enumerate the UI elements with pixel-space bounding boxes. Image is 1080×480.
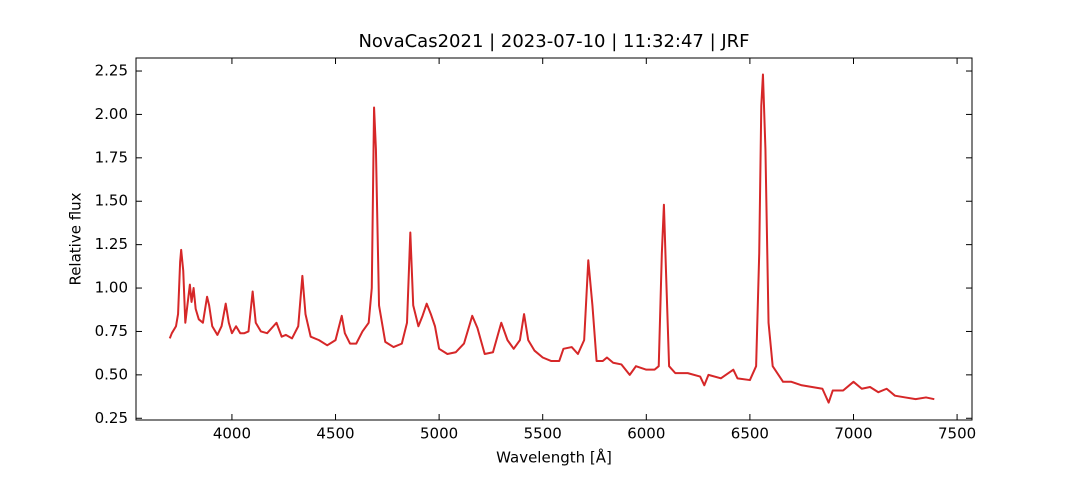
y-tick-label: 1.50	[95, 192, 128, 210]
y-tick-label: 1.00	[95, 279, 128, 297]
x-tick-label: 7000	[834, 425, 872, 443]
spectrum-line	[168, 73, 935, 404]
y-tick-label: 0.50	[95, 365, 128, 383]
y-tick-label: 2.00	[95, 105, 128, 123]
y-tick-label: 1.25	[95, 235, 128, 253]
y-tick-label: 1.75	[95, 148, 128, 166]
plot-frame	[135, 57, 973, 421]
y-tick-label: 0.25	[95, 409, 128, 427]
x-tick-label: 7500	[938, 425, 976, 443]
x-axis-label: Wavelength [Å]	[496, 448, 612, 467]
x-tick-label: 5500	[524, 425, 562, 443]
x-tick-label: 6500	[731, 425, 769, 443]
x-tick-label: 6000	[627, 425, 665, 443]
x-tick-label: 5000	[420, 425, 458, 443]
x-tick-label: 4000	[213, 425, 251, 443]
y-axis-label: Relative flux	[67, 192, 85, 285]
y-tick-label: 0.75	[95, 322, 128, 340]
chart-title: NovaCas2021 | 2023-07-10 | 11:32:47 | JR…	[358, 31, 749, 52]
x-tick-label: 4500	[316, 425, 354, 443]
y-tick-label: 2.25	[95, 62, 128, 80]
